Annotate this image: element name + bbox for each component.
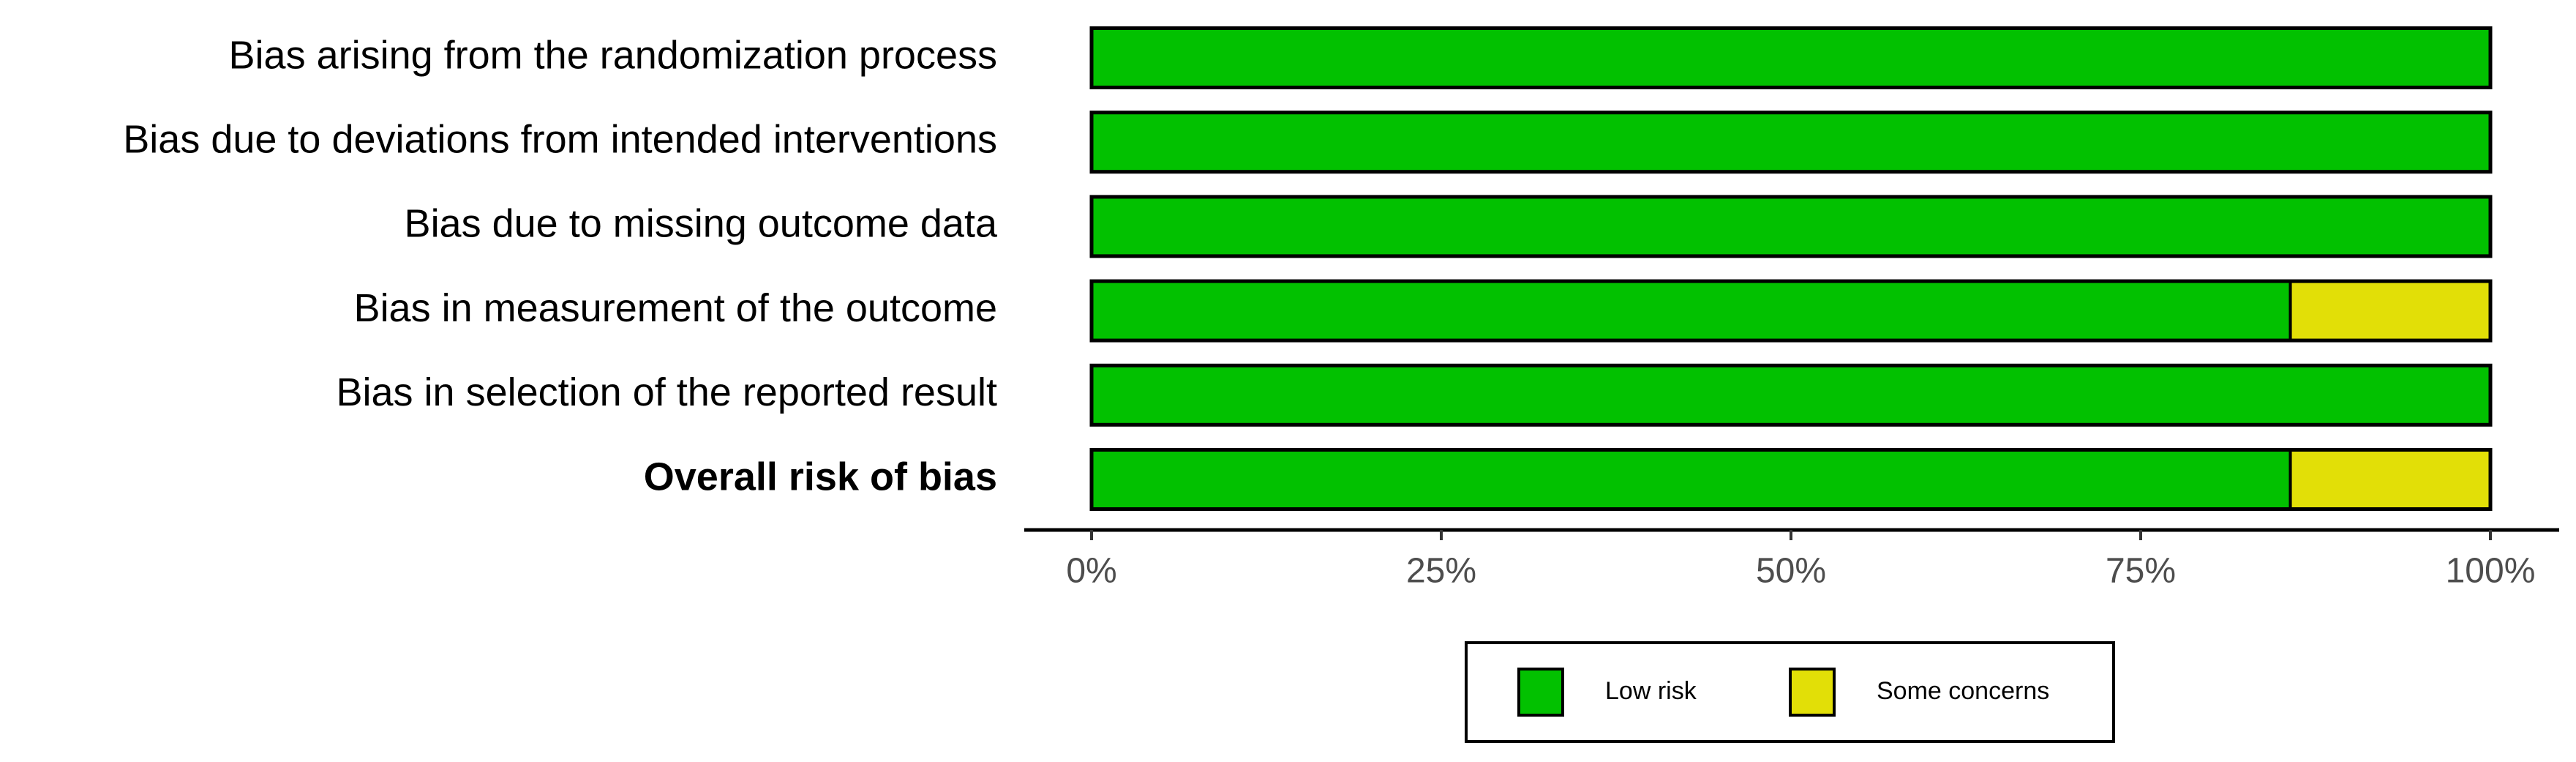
bar-segment bbox=[1090, 364, 2492, 427]
bar-segment bbox=[1090, 26, 2492, 89]
category-label: Bias arising from the randomization proc… bbox=[229, 33, 997, 77]
bar-outline bbox=[1089, 363, 2493, 427]
legend-label: Some concerns bbox=[1877, 677, 2049, 705]
bar-segment bbox=[1090, 280, 2292, 343]
bar-outline bbox=[1089, 195, 2493, 258]
x-tick-label: 50% bbox=[1756, 552, 1826, 591]
category-label: Bias in selection of the reported result bbox=[337, 370, 998, 414]
bar-segment bbox=[1090, 111, 2492, 173]
bar-outline bbox=[1089, 448, 2493, 511]
bar-segment bbox=[1090, 448, 2292, 511]
category-label: Overall risk of bias bbox=[644, 455, 997, 498]
bar-segment bbox=[2288, 448, 2492, 511]
bar-outline bbox=[1089, 111, 2493, 174]
legend-key bbox=[1517, 668, 1564, 717]
bar-segment bbox=[1090, 195, 2492, 258]
x-tick-label: 75% bbox=[2106, 552, 2176, 591]
category-label: Bias due to deviations from intended int… bbox=[123, 117, 997, 161]
category-label: Bias in measurement of the outcome bbox=[354, 286, 997, 330]
x-tick-label: 100% bbox=[2446, 552, 2536, 591]
legend-label: Low risk bbox=[1605, 677, 1697, 705]
legend-key bbox=[1789, 668, 1836, 717]
bar-segment bbox=[2288, 280, 2492, 343]
x-tick-label: 25% bbox=[1406, 552, 1476, 591]
category-label: Bias due to missing outcome data bbox=[405, 202, 998, 246]
bar-outline bbox=[1089, 26, 2493, 89]
x-tick-label: 0% bbox=[1066, 552, 1116, 591]
bar-outline bbox=[1089, 279, 2493, 343]
